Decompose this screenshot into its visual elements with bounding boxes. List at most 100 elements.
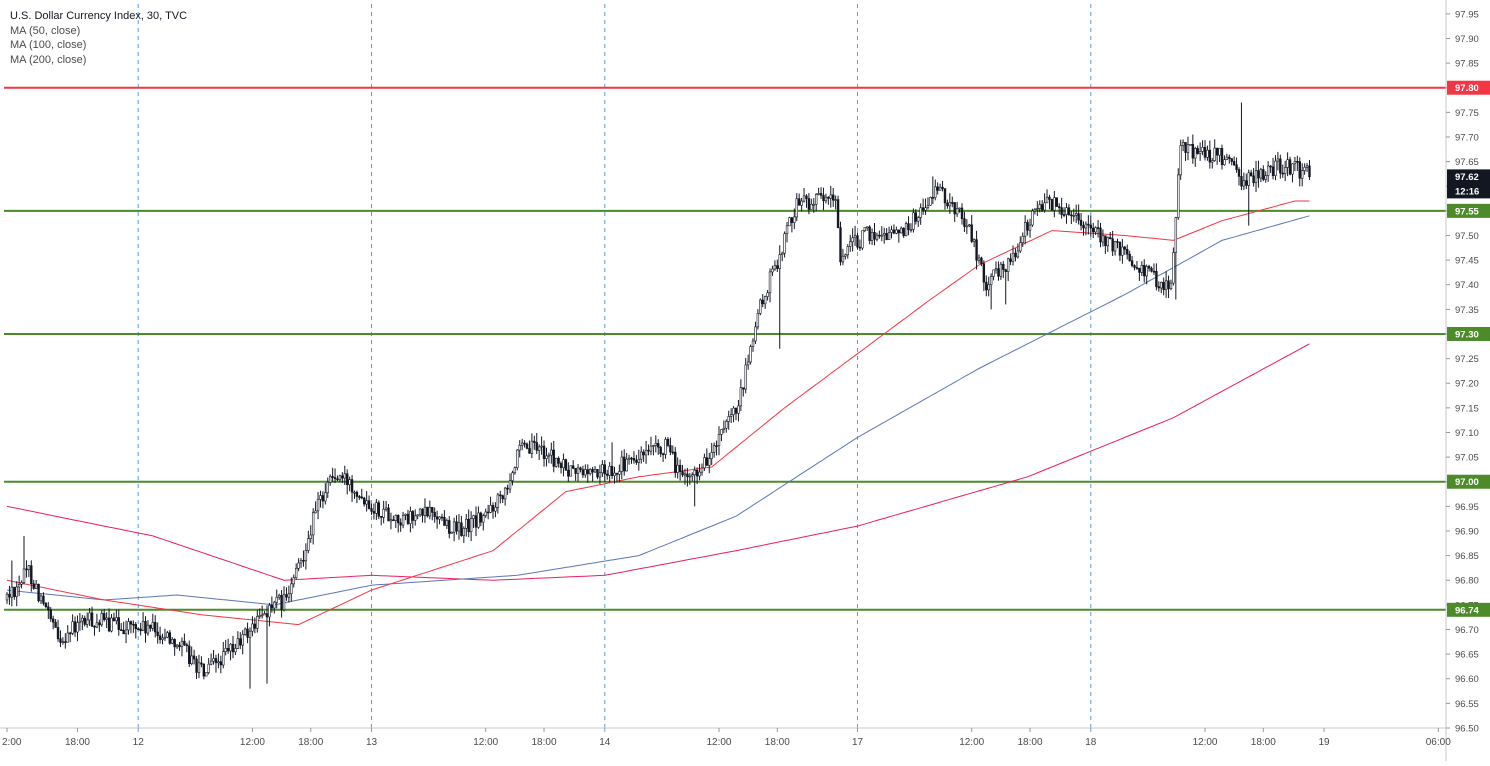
candle-body — [380, 515, 383, 518]
time-tick-label: 18:00 — [1251, 737, 1276, 748]
chart-legend: U.S. Dollar Currency Index, 30, TVC MA (… — [10, 9, 187, 67]
candle-body — [132, 623, 135, 626]
candle-body — [985, 281, 988, 291]
candle-body — [921, 207, 925, 211]
candle-body — [331, 476, 334, 478]
candle-body — [166, 632, 169, 638]
candle-body — [421, 508, 424, 516]
candle-body — [1070, 214, 1073, 217]
candle-body — [73, 621, 77, 633]
candle-body — [1050, 199, 1054, 211]
candle-body — [1196, 148, 1199, 154]
candle-body — [632, 458, 636, 461]
candle-body — [222, 651, 225, 666]
candle-body — [669, 445, 672, 453]
candle-body — [807, 198, 811, 210]
candle-body — [914, 212, 918, 222]
candle-body — [722, 427, 726, 430]
candle-body — [579, 467, 582, 470]
candle-body — [530, 440, 534, 454]
candle-body — [941, 186, 944, 190]
candle-body — [1087, 223, 1090, 226]
candle-body — [773, 265, 777, 270]
time-axis[interactable]: 2:00 18:00 12 12:00 18:00 13 12:00 18:00 14 12:00… — [0, 727, 1451, 748]
candle-body — [149, 624, 152, 629]
candle-body — [100, 613, 103, 626]
candle-body — [1138, 267, 1141, 273]
price-tick-label: 96.65 — [1455, 650, 1479, 661]
candle-body — [771, 268, 774, 273]
candle-body — [800, 200, 803, 206]
candle-body — [1089, 224, 1092, 229]
candle-body — [831, 194, 835, 201]
price-tick-label: 97.05 — [1455, 453, 1479, 464]
candle-body — [1057, 206, 1061, 208]
candle-body — [83, 617, 86, 625]
candle-body — [1181, 142, 1185, 146]
candle-body — [980, 257, 983, 264]
candle-body — [462, 528, 466, 536]
ma50-line — [6, 200, 1310, 626]
candle-body — [992, 269, 995, 277]
candle-body — [810, 203, 813, 210]
last-price-label: 97.62 — [1455, 172, 1479, 183]
candle-body — [559, 463, 563, 469]
candle-body — [671, 451, 675, 454]
candle-body — [545, 455, 548, 459]
candle-body — [47, 606, 50, 611]
candle-body — [90, 612, 94, 627]
candle-body — [224, 648, 227, 652]
candle-body — [353, 491, 356, 494]
candle-body — [1266, 165, 1270, 176]
price-axis[interactable]: 97.9597.9097.8597.8097.7597.7097.6597.60… — [1445, 0, 1490, 761]
candle-body — [790, 217, 794, 223]
candle-body — [610, 465, 614, 477]
candle-body — [902, 227, 905, 236]
candle-body — [1247, 172, 1250, 186]
candle-body — [1245, 180, 1248, 186]
candle-body — [1279, 158, 1282, 174]
candle-body — [1157, 286, 1161, 289]
candle-body — [338, 475, 342, 481]
candle-body — [120, 629, 123, 631]
candle-body — [8, 593, 11, 598]
candle-body — [1045, 196, 1049, 204]
candle-body — [712, 445, 716, 453]
candle-body — [1072, 215, 1075, 217]
candle-body — [591, 469, 594, 473]
candle-body — [929, 197, 932, 206]
candle-body — [207, 663, 210, 673]
horizontal-levels[interactable] — [4, 86, 1446, 611]
candle-body — [1303, 166, 1306, 171]
candle-body — [630, 457, 633, 460]
level-price-tag — [1447, 203, 1490, 218]
price-tick-label: 96.70 — [1455, 625, 1479, 636]
candle-body — [1160, 281, 1163, 289]
candle-body — [275, 596, 278, 603]
candle-body — [1288, 159, 1292, 175]
candle-body — [445, 520, 449, 526]
candle-body — [414, 515, 417, 521]
candle-body — [516, 449, 519, 468]
time-tick-label: 12:00 — [473, 737, 498, 748]
candle-body — [649, 445, 653, 452]
time-tick-label: 06:00 — [1426, 737, 1451, 748]
candle-body — [76, 622, 79, 633]
candle-body — [943, 188, 947, 204]
price-tick-label: 96.50 — [1455, 724, 1479, 735]
candle-body — [1235, 164, 1238, 170]
candle-body — [241, 634, 244, 646]
candle-body — [674, 451, 677, 473]
candle-body — [1104, 235, 1107, 247]
candle-body — [382, 508, 385, 518]
candle-body — [1002, 263, 1005, 270]
candle-body — [1213, 147, 1216, 161]
candle-body — [1232, 161, 1236, 166]
candle-body — [1296, 160, 1299, 163]
candle-body — [319, 495, 322, 500]
price-tick-label: 97.90 — [1455, 34, 1479, 45]
candle-body — [506, 487, 509, 490]
candle-body — [814, 194, 818, 205]
candle-body — [746, 361, 750, 366]
